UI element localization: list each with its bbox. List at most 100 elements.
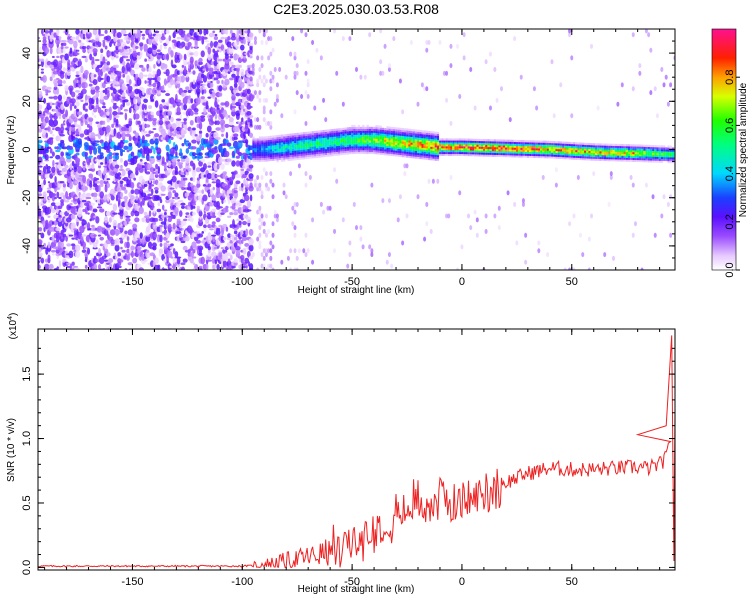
spectrogram-cell	[269, 153, 273, 156]
spectrogram-cell	[309, 148, 312, 151]
spectrogram-cell	[311, 156, 314, 159]
spectrogram-cell	[522, 143, 525, 147]
spectrogram-cell	[307, 148, 310, 152]
spectrogram-cell	[399, 145, 402, 148]
spectrogram-cell	[412, 144, 415, 147]
spectrogram-cell	[265, 147, 268, 150]
spectrogram-cell	[359, 142, 363, 145]
spectrogram-cell	[333, 134, 336, 137]
spectrogram-cell	[529, 144, 532, 147]
spectrogram-cell	[71, 246, 75, 250]
spectrogram-cell	[366, 146, 369, 149]
spectrogram-cell	[496, 145, 499, 148]
spectrogram-cell	[154, 174, 159, 179]
spectrogram-cell	[224, 100, 230, 107]
spectrogram-cell	[187, 89, 192, 94]
spectrogram-cell	[126, 241, 130, 249]
spectrogram-cell	[38, 231, 43, 234]
spectrogram-cell	[267, 147, 270, 150]
spectrogram-cell	[143, 139, 148, 144]
spectrogram-cell	[252, 142, 255, 145]
spectrogram-cell	[115, 64, 119, 69]
spectrogram-cell	[488, 51, 492, 57]
spectrogram-cell	[327, 150, 330, 153]
spectrogram-cell	[476, 138, 479, 141]
spectrogram-cell	[220, 163, 225, 170]
spectrogram-cell	[461, 138, 464, 141]
spectrogram-cell	[397, 127, 400, 130]
spectrogram-cell	[373, 148, 376, 151]
spectrogram-cell	[82, 36, 86, 40]
spectrogram-cell	[366, 128, 369, 131]
spectrogram-cell	[99, 139, 104, 144]
spectrogram-cell	[500, 141, 503, 144]
spectrogram-cell	[412, 138, 415, 142]
spectrogram-cell	[412, 156, 415, 159]
spectrogram-cell	[537, 248, 541, 254]
spectrogram-cell	[513, 139, 516, 143]
spectrogram-cell	[81, 199, 87, 203]
spectrogram-cell	[469, 142, 473, 145]
spectrogram-cell	[297, 163, 301, 169]
spectrogram-cell	[467, 213, 471, 219]
spectrogram-cell	[55, 252, 61, 257]
spectrogram-cell	[227, 258, 231, 263]
spectrogram-cell	[57, 60, 63, 66]
spectrogram-cell	[316, 151, 319, 155]
spectrogram-cell	[121, 131, 126, 134]
spectrogram-cell	[445, 153, 448, 157]
spectrogram-cell	[295, 255, 299, 261]
spectrogram-cell	[207, 245, 211, 251]
spectrogram-cell	[134, 210, 140, 217]
spectrogram-cell	[507, 151, 510, 154]
spectrogram-cell	[390, 263, 394, 269]
spectrogram-cell	[329, 129, 332, 132]
spectrogram-cell	[346, 148, 350, 151]
spectrogram-cell	[269, 137, 273, 140]
spectrogram-cell	[165, 30, 170, 34]
spectrogram-cell	[408, 153, 411, 157]
spectrogram-cell	[478, 150, 481, 153]
spectrogram-cell	[491, 146, 494, 150]
spectrogram-cell	[537, 148, 541, 151]
spectrogram-cell	[231, 160, 236, 167]
spectrogram-cell	[520, 143, 523, 147]
spectrogram-cell	[546, 142, 549, 145]
spectrogram-cell	[335, 128, 339, 131]
spectrogram-cell	[44, 47, 50, 55]
spectrogram-cell	[165, 38, 170, 45]
spectrogram-cell	[265, 157, 268, 160]
spectrogram-cell	[355, 146, 358, 149]
spectrogram-cell	[225, 205, 229, 209]
spectrogram-cell	[101, 115, 107, 118]
spectrogram-cell	[307, 139, 310, 142]
spectrogram-cell	[322, 141, 325, 144]
spectrogram-cell	[313, 136, 317, 139]
spectrogram-cell	[143, 74, 148, 77]
spectrogram-cell	[221, 133, 224, 137]
spectrogram-cell	[384, 137, 387, 140]
spectrogram-cell	[403, 153, 407, 156]
spectrogram-cell	[408, 142, 411, 145]
spectrogram-cell	[384, 147, 387, 150]
spectrogram-cell	[267, 153, 270, 156]
spectrogram-cell	[509, 153, 512, 156]
spectrogram-cell	[377, 138, 380, 142]
spectrogram-cell	[461, 149, 464, 153]
spectrogram-cell	[283, 155, 286, 158]
spectrogram-cell	[403, 137, 407, 141]
spectrogram-cell	[531, 148, 534, 151]
spectrogram-cell	[313, 142, 317, 145]
spectrogram-cell	[169, 246, 175, 250]
spectrogram-cell	[58, 182, 62, 189]
spectrogram-cell	[522, 140, 525, 143]
spectrogram-cell	[121, 85, 127, 91]
spectrogram-cell	[329, 144, 332, 147]
spectrogram-cell	[169, 187, 175, 190]
spectrogram-cell	[493, 148, 497, 152]
spectrogram-cell	[333, 128, 336, 131]
spectrogram-cell	[70, 98, 76, 104]
spectrogram-cell	[73, 110, 78, 117]
spectrogram-cell	[368, 130, 371, 133]
spectrogram-cell	[401, 131, 404, 135]
